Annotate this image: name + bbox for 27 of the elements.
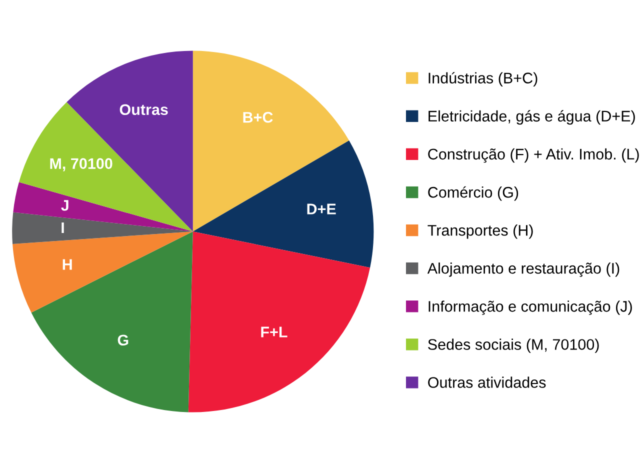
text: I (62, 222, 64, 233)
legend-label: Eletricidade, gás e água (D+E) (428, 110, 635, 125)
pie-slice (12, 232, 193, 313)
pie-slice (31, 232, 193, 412)
pie-slice (12, 212, 193, 244)
legend-label: Outras atividades (428, 376, 546, 388)
pie-slice (192, 140, 374, 268)
pie-slice (192, 50, 350, 232)
legend-label: Sedes sociais (M, 70100) (428, 338, 599, 353)
text: J (61, 200, 68, 211)
text: Outras (120, 104, 168, 116)
legend-label: Comércio (G) (428, 186, 518, 201)
text: B+C (243, 112, 273, 123)
legend-label: Alojamento e restauração (I) (427, 262, 620, 277)
pie-slice (188, 232, 370, 412)
text: G (118, 334, 128, 346)
text: H (62, 259, 72, 270)
text: F+L (261, 326, 288, 338)
legend-label: Informação e comunicação (J) (428, 300, 632, 315)
text: M, 70100 (50, 158, 112, 172)
legend-label: Transportes (H) (428, 224, 533, 239)
pie-slice (13, 182, 193, 232)
legend-label: Indústrias (B+C) (428, 72, 538, 86)
text: D+E (307, 204, 336, 214)
pie-slice (66, 50, 193, 232)
legend-label: Construção (F) + Ativ. Imob. (L) (428, 148, 639, 163)
pie-slice (18, 102, 193, 232)
